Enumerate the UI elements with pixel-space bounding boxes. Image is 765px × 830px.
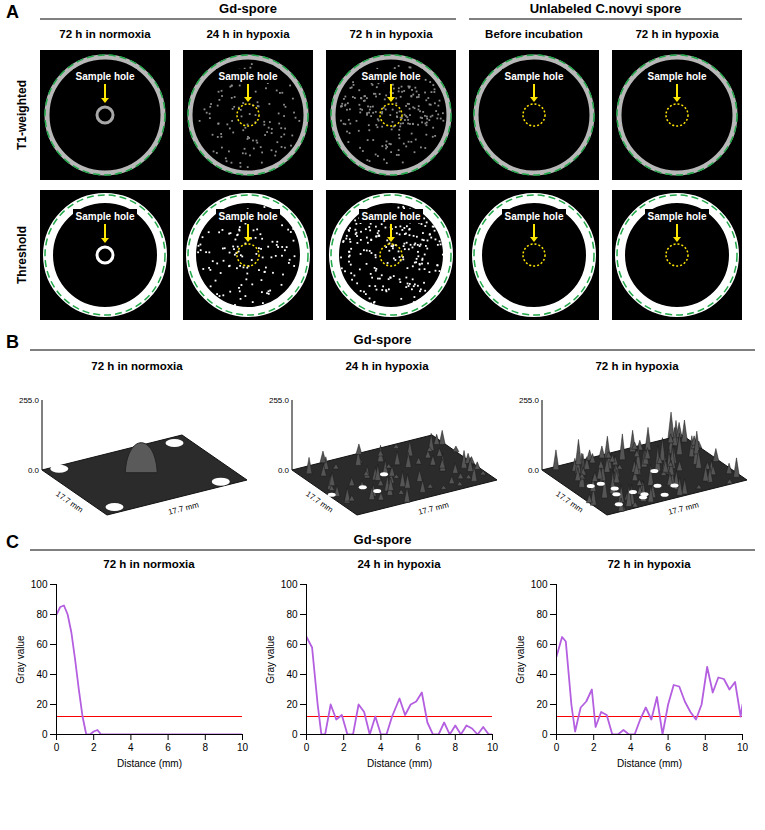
svg-text:72 h in normoxia: 72 h in normoxia: [103, 558, 195, 570]
svg-text:17.7 mm: 17.7 mm: [417, 500, 450, 516]
svg-text:10: 10: [737, 742, 749, 753]
svg-text:40: 40: [286, 669, 298, 680]
svg-text:Sample hole: Sample hole: [648, 71, 707, 82]
svg-text:Gray value: Gray value: [265, 635, 276, 684]
svg-text:Sample hole: Sample hole: [505, 211, 564, 222]
svg-text:Unlabeled C.novyi spore: Unlabeled C.novyi spore: [530, 1, 682, 16]
svg-text:Gd-spore: Gd-spore: [354, 332, 412, 347]
svg-text:0: 0: [554, 742, 560, 753]
svg-text:Distance (mm): Distance (mm): [617, 758, 682, 769]
svg-text:8: 8: [703, 742, 709, 753]
svg-text:A: A: [6, 2, 19, 22]
svg-text:Sample hole: Sample hole: [362, 211, 421, 222]
svg-text:2: 2: [341, 742, 347, 753]
svg-text:8: 8: [203, 742, 209, 753]
svg-text:0.0: 0.0: [528, 466, 540, 475]
svg-text:72 h in normoxia: 72 h in normoxia: [59, 28, 151, 40]
svg-text:100: 100: [281, 579, 298, 590]
svg-text:100: 100: [31, 579, 48, 590]
svg-text:10: 10: [487, 742, 499, 753]
svg-text:17.7 mm: 17.7 mm: [167, 500, 200, 516]
svg-text:17.7 mm: 17.7 mm: [667, 500, 700, 516]
svg-text:17.7 mm: 17.7 mm: [54, 489, 85, 514]
svg-text:Distance (mm): Distance (mm): [367, 758, 432, 769]
svg-text:2: 2: [591, 742, 597, 753]
svg-text:Sample hole: Sample hole: [219, 211, 278, 222]
svg-text:Gd-spore: Gd-spore: [219, 1, 277, 16]
svg-text:255.0: 255.0: [519, 396, 540, 405]
svg-text:Sample hole: Sample hole: [219, 71, 278, 82]
svg-text:0: 0: [542, 729, 548, 740]
svg-text:80: 80: [286, 609, 298, 620]
svg-text:72 h in normoxia: 72 h in normoxia: [91, 360, 183, 372]
svg-text:100: 100: [531, 579, 548, 590]
svg-text:24 h in hypoxia: 24 h in hypoxia: [345, 360, 429, 372]
svg-text:72 h in hypoxia: 72 h in hypoxia: [635, 28, 719, 40]
svg-text:6: 6: [665, 742, 671, 753]
svg-text:20: 20: [36, 699, 48, 710]
svg-text:Gray value: Gray value: [515, 635, 526, 684]
svg-text:80: 80: [36, 609, 48, 620]
svg-text:60: 60: [536, 639, 548, 650]
svg-text:Distance (mm): Distance (mm): [117, 758, 182, 769]
svg-text:4: 4: [378, 742, 384, 753]
svg-text:10: 10: [237, 742, 249, 753]
svg-text:60: 60: [286, 639, 298, 650]
svg-text:8: 8: [453, 742, 459, 753]
svg-text:Sample hole: Sample hole: [76, 71, 135, 82]
svg-text:Sample hole: Sample hole: [362, 71, 421, 82]
svg-text:255.0: 255.0: [19, 396, 40, 405]
svg-text:20: 20: [536, 699, 548, 710]
svg-text:60: 60: [36, 639, 48, 650]
svg-text:6: 6: [165, 742, 171, 753]
svg-text:0.0: 0.0: [28, 466, 40, 475]
svg-text:0: 0: [292, 729, 298, 740]
svg-text:B: B: [6, 332, 19, 352]
svg-text:6: 6: [415, 742, 421, 753]
svg-text:4: 4: [628, 742, 634, 753]
svg-text:0: 0: [304, 742, 310, 753]
svg-text:80: 80: [536, 609, 548, 620]
svg-text:T1-weighted: T1-weighted: [15, 80, 29, 150]
svg-text:4: 4: [128, 742, 134, 753]
svg-text:24 h in hypoxia: 24 h in hypoxia: [357, 558, 441, 570]
svg-text:255.0: 255.0: [269, 396, 290, 405]
svg-text:40: 40: [36, 669, 48, 680]
svg-text:0: 0: [42, 729, 48, 740]
svg-text:17.7 mm: 17.7 mm: [554, 489, 585, 514]
svg-text:17.7 mm: 17.7 mm: [304, 489, 335, 514]
svg-text:Gray value: Gray value: [15, 635, 26, 684]
svg-text:2: 2: [91, 742, 97, 753]
svg-text:Threshold: Threshold: [15, 226, 29, 284]
svg-text:Sample hole: Sample hole: [76, 211, 135, 222]
svg-text:C: C: [6, 532, 19, 552]
svg-text:Before incubation: Before incubation: [485, 28, 583, 40]
svg-text:Sample hole: Sample hole: [648, 211, 707, 222]
svg-text:Sample hole: Sample hole: [505, 71, 564, 82]
svg-text:20: 20: [286, 699, 298, 710]
svg-text:0.0: 0.0: [278, 466, 290, 475]
svg-text:72 h in hypoxia: 72 h in hypoxia: [595, 360, 679, 372]
svg-text:Gd-spore: Gd-spore: [354, 532, 412, 547]
svg-text:24 h in hypoxia: 24 h in hypoxia: [206, 28, 290, 40]
svg-text:72 h in hypoxia: 72 h in hypoxia: [349, 28, 433, 40]
svg-text:40: 40: [536, 669, 548, 680]
svg-text:72 h in hypoxia: 72 h in hypoxia: [607, 558, 691, 570]
svg-text:0: 0: [54, 742, 60, 753]
